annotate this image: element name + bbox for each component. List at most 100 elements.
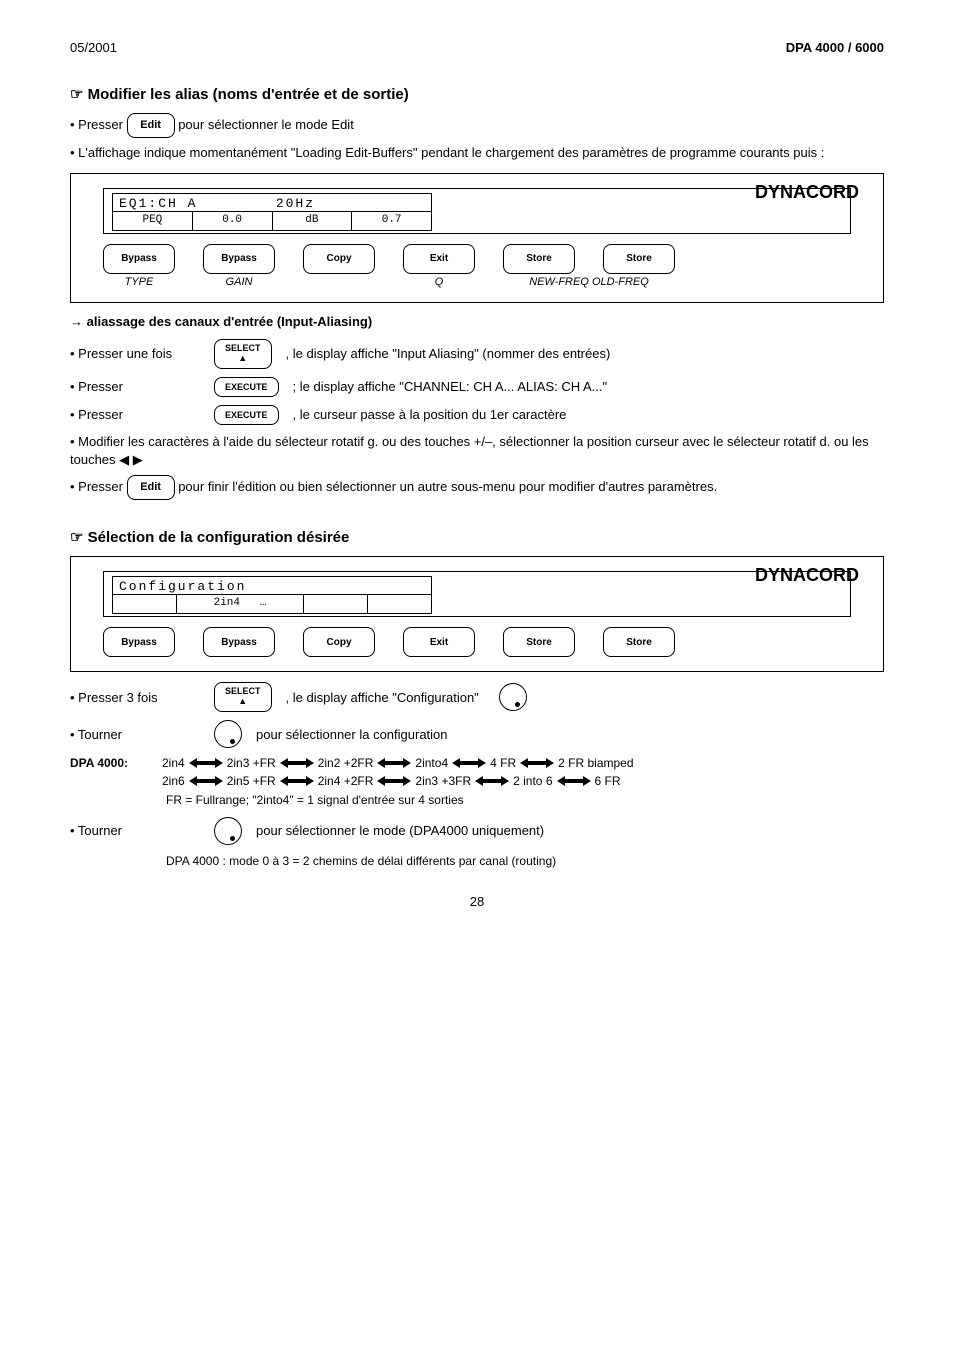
step-tail: pour sélectionner le mode (DPA4000 uniqu… bbox=[256, 823, 544, 838]
softkey-store[interactable]: Store bbox=[503, 244, 575, 274]
step-lead: • Tourner bbox=[70, 823, 200, 838]
seq-item: 2into4 bbox=[415, 756, 448, 770]
step-tail: , le curseur passe à la position du 1er … bbox=[293, 407, 567, 422]
lcd-cell bbox=[304, 595, 368, 613]
softkey-bypass[interactable]: Bypass bbox=[203, 244, 275, 274]
s2-step-a: • Presser 3 fois SELECT ▲ , le display a… bbox=[70, 682, 884, 712]
rotary-dial-icon bbox=[214, 720, 242, 748]
panel2-softkeys: Bypass Bypass Copy Exit Store Store bbox=[103, 627, 851, 657]
step-lead: • Presser bbox=[70, 379, 200, 394]
select-up-button[interactable]: SELECT ▲ bbox=[214, 682, 272, 712]
end-note-prefix: • Presser bbox=[70, 479, 123, 494]
softkey-bypass[interactable]: Bypass bbox=[103, 244, 175, 274]
section2-title: ☞ Sélection de la configuration désirée bbox=[70, 528, 884, 546]
softkey-exit[interactable]: Exit bbox=[403, 627, 475, 657]
softkey-copy[interactable]: Copy bbox=[303, 244, 375, 274]
lcd-cell: 0.0 bbox=[193, 212, 273, 230]
step-tail: ; le display affiche "CHANNEL: CH A... A… bbox=[293, 379, 608, 394]
s2-step-c: • Tourner pour sélectionner le mode (DPA… bbox=[70, 817, 884, 845]
seq-item: 2in4 +2FR bbox=[318, 774, 374, 788]
execute-button[interactable]: EXECUTE bbox=[214, 377, 279, 397]
step-tail: pour sélectionner la configuration bbox=[256, 727, 448, 742]
seq-item: 2in2 +2FR bbox=[318, 756, 374, 770]
panel1-inner: EQ1:CH A 20Hz PEQ 0.0 dB 0.7 bbox=[103, 188, 851, 234]
rotary-dial-icon bbox=[214, 817, 242, 845]
s1-subhead: → aliassage des canaux d'entrée (Input-A… bbox=[70, 313, 884, 331]
softlabel: GAIN bbox=[203, 276, 275, 288]
step-tail: , le display affiche "Input Aliasing" (n… bbox=[286, 346, 611, 361]
step-lead: • Presser bbox=[70, 407, 200, 422]
panel2-brand: DYNACORD bbox=[755, 565, 859, 586]
double-arrow-icon bbox=[377, 776, 411, 786]
panel1-brand: DYNACORD bbox=[755, 182, 859, 203]
panel1-softlabels: TYPE GAIN Q NEW-FREQ OLD-FREQ bbox=[103, 276, 851, 288]
page-number: 28 bbox=[70, 894, 884, 909]
double-arrow-icon bbox=[189, 776, 223, 786]
edit-button[interactable]: Edit bbox=[127, 475, 175, 500]
s1-step-b: • Presser EXECUTE ; le display affiche "… bbox=[70, 377, 884, 397]
edit-button[interactable]: Edit bbox=[127, 113, 175, 138]
softkey-bypass[interactable]: Bypass bbox=[203, 627, 275, 657]
softlabel: TYPE bbox=[103, 276, 175, 288]
s2-note2: DPA 4000 : mode 0 à 3 = 2 chemins de dél… bbox=[166, 853, 884, 870]
device-panel-2: DYNACORD Configuration 2in4 … Bypass Byp… bbox=[70, 556, 884, 672]
seq-item: 2in5 +FR bbox=[227, 774, 276, 788]
seq-item: 2in4 bbox=[162, 756, 185, 770]
double-arrow-icon bbox=[557, 776, 591, 786]
seq-item: 4 FR bbox=[490, 756, 516, 770]
s1-rotary-note: • Modifier les caractères à l'aide du sé… bbox=[70, 433, 884, 469]
double-arrow-icon bbox=[280, 776, 314, 786]
select-up-button[interactable]: SELECT ▲ bbox=[214, 339, 272, 369]
panel2-lcd: Configuration 2in4 … bbox=[112, 576, 432, 614]
s1-step-c: • Presser EXECUTE , le curseur passe à l… bbox=[70, 405, 884, 425]
double-arrow-icon bbox=[189, 758, 223, 768]
section1-title: ☞ Modifier les alias (noms d'entrée et d… bbox=[70, 85, 884, 103]
seq-item: 2in3 +3FR bbox=[415, 774, 471, 788]
seq-item: 6 FR bbox=[595, 774, 621, 788]
seq1-label: DPA 4000: bbox=[70, 756, 160, 770]
softkey-copy[interactable]: Copy bbox=[303, 627, 375, 657]
rotary-dial-icon bbox=[499, 683, 527, 711]
lcd-cell bbox=[368, 595, 431, 613]
s1-line1-suffix: pour sélectionner le mode Edit bbox=[178, 117, 354, 132]
seq-item: 2 into 6 bbox=[513, 774, 552, 788]
softkey-store[interactable]: Store bbox=[603, 627, 675, 657]
double-arrow-icon bbox=[475, 776, 509, 786]
double-arrow-icon bbox=[377, 758, 411, 768]
panel2-lcd-row2: 2in4 … bbox=[113, 595, 431, 613]
seq-item: 2in3 +FR bbox=[227, 756, 276, 770]
softkey-store[interactable]: Store bbox=[503, 627, 575, 657]
seq-item: 2 FR biamped bbox=[558, 756, 633, 770]
double-arrow-icon bbox=[520, 758, 554, 768]
s1-line2: • L'affichage indique momentanément "Loa… bbox=[70, 144, 884, 162]
end-note-tail: pour finir l'édition ou bien sélectionne… bbox=[178, 479, 717, 494]
s2-note1: FR = Fullrange; "2into4" = 1 signal d'en… bbox=[166, 792, 884, 809]
page: 05/2001 DPA 4000 / 6000 ☞ Modifier les a… bbox=[0, 0, 954, 949]
step-lead: • Presser une fois bbox=[70, 346, 200, 361]
softkey-store[interactable]: Store bbox=[603, 244, 675, 274]
panel1-lcd-row1: EQ1:CH A 20Hz bbox=[113, 194, 431, 212]
step-lead: • Presser 3 fois bbox=[70, 690, 200, 705]
config-sequence-1: DPA 4000: 2in4 2in3 +FR 2in2 +2FR 2into4… bbox=[70, 756, 884, 770]
seq-item: 2in6 bbox=[162, 774, 185, 788]
page-header: 05/2001 DPA 4000 / 6000 bbox=[70, 40, 884, 55]
s1-line1: • Presser Edit pour sélectionner le mode… bbox=[70, 113, 884, 138]
header-date: 05/2001 bbox=[70, 40, 117, 55]
config-sequence-2: 2in6 2in5 +FR 2in4 +2FR 2in3 +3FR 2 into… bbox=[70, 774, 884, 788]
lcd-cell: 0.7 bbox=[352, 212, 431, 230]
panel2-lcd-row1: Configuration bbox=[113, 577, 431, 595]
execute-button[interactable]: EXECUTE bbox=[214, 405, 279, 425]
softkey-bypass[interactable]: Bypass bbox=[103, 627, 175, 657]
lcd-cell: PEQ bbox=[113, 212, 193, 230]
softkey-exit[interactable]: Exit bbox=[403, 244, 475, 274]
panel2-inner: Configuration 2in4 … bbox=[103, 571, 851, 617]
double-arrow-icon bbox=[452, 758, 486, 768]
double-arrow-icon bbox=[280, 758, 314, 768]
s1-end-note: • Presser Edit pour finir l'édition ou b… bbox=[70, 475, 884, 500]
panel1-softkeys: Bypass Bypass Copy Exit Store Store bbox=[103, 244, 851, 274]
device-panel-1: DYNACORD EQ1:CH A 20Hz PEQ 0.0 dB 0.7 By… bbox=[70, 173, 884, 303]
lcd-cell: dB bbox=[273, 212, 353, 230]
softlabel: Q bbox=[403, 276, 475, 288]
s1-line1-prefix: • Presser bbox=[70, 117, 123, 132]
softlabel bbox=[303, 276, 375, 288]
